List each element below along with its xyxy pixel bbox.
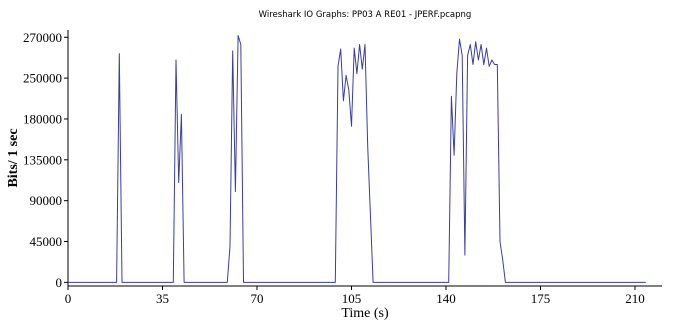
y-tick-label: 270000 [23,30,62,45]
x-tick-label: 210 [625,291,645,306]
x-tick-label: 105 [342,291,362,306]
series-layer [68,34,646,283]
x-tick-label: 0 [65,291,72,306]
x-tick-label: 175 [531,291,551,306]
y-tick-label: 180000 [23,111,62,126]
series-line [68,34,646,283]
y-tick-label: 45000 [30,234,63,249]
y-tick-label: 90000 [30,193,63,208]
y-tick-label: 135000 [23,152,62,167]
y-axis: 0 45000 90000 135000 180000 250000 270000 [23,30,68,290]
x-tick-label: 35 [156,291,169,306]
x-axis: 0 35 70 105 140 175 210 [65,286,645,306]
y-axis-label: Bits/ 1 sec [6,128,21,187]
chart-title: Wireshark IO Graphs: PP03 A RE01 - JPERF… [259,10,472,20]
x-tick-label: 140 [436,291,456,306]
plot-area [67,30,662,287]
y-tick-label: 0 [56,275,63,290]
x-axis-label: Time (s) [341,306,389,321]
y-tick-label: 250000 [23,71,62,86]
x-tick-label: 70 [251,291,264,306]
